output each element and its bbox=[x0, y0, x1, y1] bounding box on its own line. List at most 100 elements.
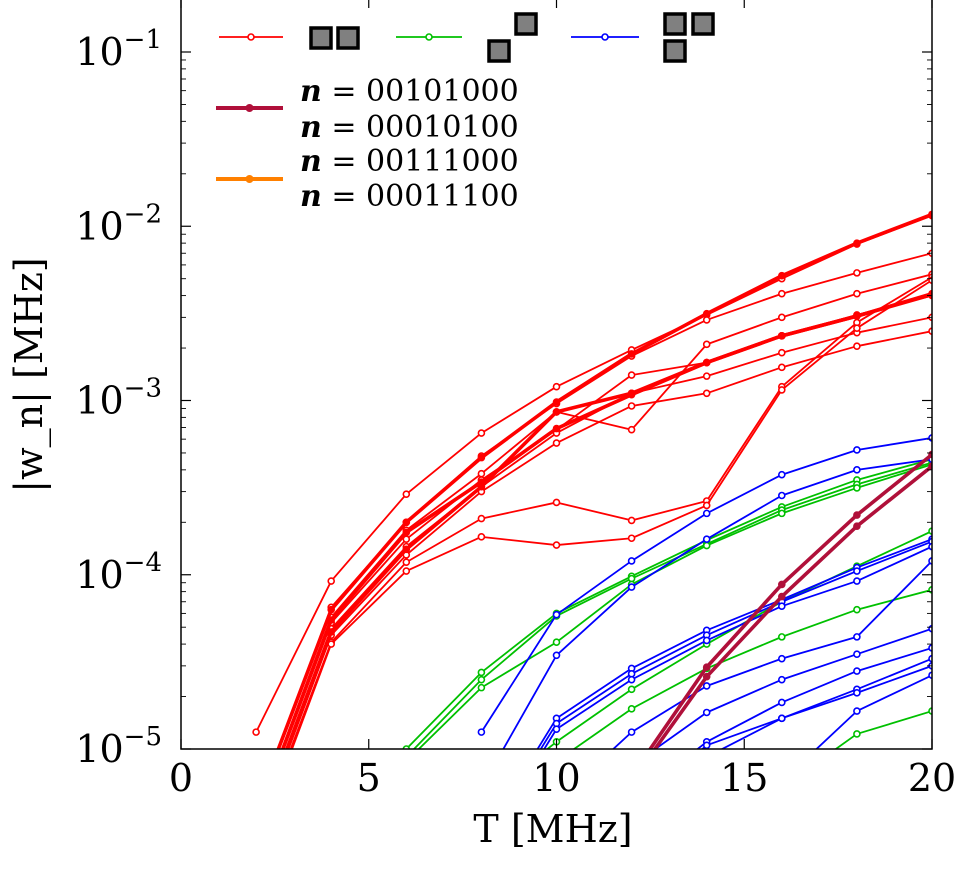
data-point bbox=[552, 439, 561, 447]
data-point bbox=[627, 534, 636, 543]
y-tick-label: 10−1 bbox=[75, 25, 162, 74]
data-series bbox=[252, 210, 932, 873]
y-tick-label: 10−5 bbox=[75, 722, 162, 771]
data-point bbox=[702, 340, 711, 349]
data-point bbox=[704, 825, 710, 831]
data-point bbox=[777, 602, 786, 610]
data-point bbox=[779, 785, 785, 791]
data-point bbox=[853, 605, 861, 614]
data-point bbox=[853, 667, 861, 675]
data-point bbox=[702, 708, 711, 717]
data-point bbox=[853, 522, 861, 530]
data-point bbox=[853, 312, 861, 320]
data-point bbox=[777, 348, 786, 357]
data-point bbox=[853, 324, 861, 332]
data-point bbox=[853, 446, 861, 454]
legend-square-icon bbox=[309, 26, 333, 50]
data-point bbox=[702, 389, 711, 398]
data-point bbox=[702, 372, 711, 380]
series-line bbox=[255, 214, 932, 733]
data-point bbox=[252, 829, 260, 837]
data-point bbox=[777, 633, 786, 641]
data-point bbox=[253, 825, 259, 831]
data-point bbox=[853, 577, 861, 585]
legend-square-icon bbox=[663, 12, 687, 36]
series-line bbox=[289, 276, 932, 749]
data-point bbox=[477, 482, 486, 491]
data-point bbox=[402, 545, 411, 554]
data-point bbox=[777, 470, 786, 479]
data-point bbox=[777, 509, 786, 518]
data-point bbox=[627, 516, 636, 525]
data-point bbox=[478, 785, 484, 791]
data-point bbox=[777, 491, 786, 500]
data-point bbox=[552, 541, 561, 549]
legend-square-icon bbox=[663, 39, 687, 63]
x-tick-labels: 0 5 10 15 20 bbox=[169, 756, 956, 800]
data-point bbox=[853, 707, 861, 715]
x-tick-label: 5 bbox=[357, 756, 381, 800]
data-point bbox=[403, 754, 409, 760]
data-point bbox=[702, 501, 711, 510]
data-point bbox=[403, 758, 409, 764]
legend-label: n = 00010100 bbox=[300, 110, 519, 145]
data-point bbox=[853, 239, 861, 247]
series-line bbox=[405, 458, 932, 749]
data-point bbox=[853, 484, 861, 492]
data-point bbox=[477, 429, 486, 437]
series-line bbox=[834, 710, 932, 749]
data-point bbox=[777, 363, 786, 372]
x-axis-title: T [MHz] bbox=[473, 807, 632, 851]
series-line bbox=[653, 627, 932, 749]
data-point bbox=[552, 498, 561, 507]
series-line bbox=[611, 560, 932, 749]
data-point bbox=[253, 819, 259, 825]
data-point bbox=[702, 663, 711, 671]
data-point bbox=[477, 668, 486, 677]
data-point bbox=[252, 804, 260, 812]
data-point bbox=[777, 386, 786, 394]
data-point bbox=[853, 289, 861, 298]
data-point bbox=[552, 638, 561, 647]
y-axis-title: |w_n| [MHz] bbox=[7, 257, 52, 492]
data-point bbox=[853, 730, 861, 738]
data-point bbox=[552, 610, 561, 619]
data-point bbox=[552, 725, 561, 733]
data-point bbox=[704, 837, 710, 843]
data-point bbox=[552, 651, 561, 660]
series-line bbox=[815, 674, 932, 749]
data-point bbox=[627, 402, 636, 410]
series-line bbox=[276, 212, 932, 749]
data-point bbox=[253, 837, 259, 843]
data-point bbox=[853, 511, 861, 519]
legend-marker bbox=[247, 33, 255, 41]
data-point bbox=[627, 705, 636, 713]
series-line bbox=[285, 291, 932, 749]
data-point bbox=[777, 313, 786, 322]
data-point bbox=[627, 583, 636, 591]
series-line bbox=[412, 461, 932, 749]
data-point bbox=[402, 518, 411, 527]
data-point bbox=[552, 408, 561, 416]
data-point bbox=[629, 868, 635, 873]
data-point bbox=[627, 389, 636, 398]
legend-label: n = 00101000 bbox=[300, 74, 519, 109]
data-point bbox=[629, 763, 635, 769]
y-tick-label: 10−4 bbox=[75, 548, 162, 597]
data-point bbox=[704, 754, 710, 760]
data-point bbox=[853, 269, 861, 277]
legend-square-icon bbox=[514, 12, 538, 36]
legend-square-icon bbox=[691, 12, 715, 36]
data-point bbox=[702, 316, 711, 324]
x-tick-label: 20 bbox=[908, 756, 956, 800]
y-tick-label: 10−2 bbox=[75, 199, 162, 248]
data-point bbox=[477, 728, 486, 736]
series-line bbox=[720, 665, 932, 749]
data-point bbox=[627, 371, 636, 379]
data-point bbox=[702, 741, 711, 749]
axis-ticks bbox=[180, 0, 933, 750]
data-point bbox=[552, 382, 561, 391]
data-point bbox=[778, 592, 786, 601]
data-point bbox=[853, 689, 861, 697]
